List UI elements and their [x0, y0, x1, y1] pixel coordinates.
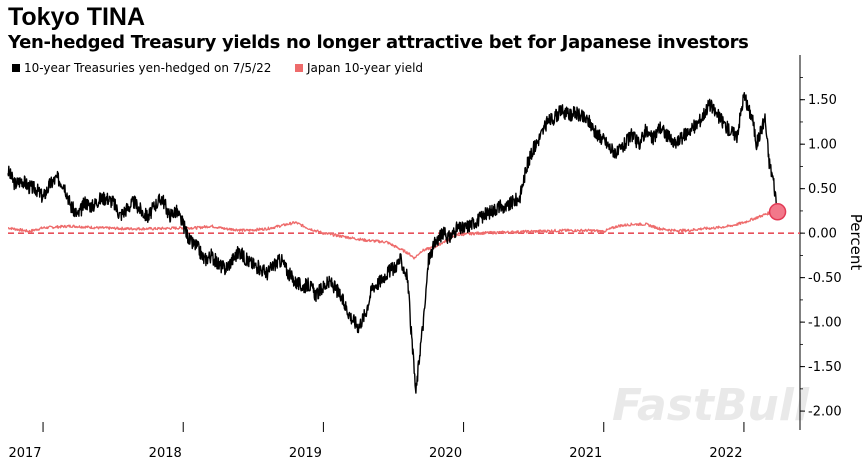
x-tick-label: 2022: [709, 446, 742, 461]
y-tick-label: -1.50: [808, 360, 842, 375]
chart-legend: 10-year Treasuries yen-hedged on 7/5/22 …: [12, 61, 423, 75]
legend-label-treasuries: 10-year Treasuries yen-hedged on 7/5/22: [24, 61, 271, 75]
chart-title: Tokyo TINA: [8, 3, 146, 31]
y-tick-label: 1.50: [808, 93, 837, 108]
x-tick-label: 2018: [149, 446, 182, 461]
watermark-text: FastBull: [612, 380, 810, 431]
legend-swatch-japan-yield: [295, 64, 303, 72]
x-tick-label: 2020: [429, 446, 462, 461]
y-tick-label: 1.00: [808, 138, 837, 153]
x-tick-label: 2019: [289, 446, 322, 461]
y-tick-label: 0.50: [808, 182, 837, 197]
y-tick-label: -1.00: [808, 316, 842, 331]
y-tick-label: 0.00: [808, 227, 837, 242]
series-line-treasuries: [7, 92, 779, 394]
highlight-point-marker: [768, 203, 787, 221]
series-lines: [7, 92, 787, 394]
legend-label-japan-yield: Japan 10-year yield: [306, 61, 423, 75]
y-tick-label: -2.00: [808, 405, 842, 420]
legend-swatch-treasuries: [12, 64, 20, 72]
x-tick-label: 2021: [569, 446, 602, 461]
series-line-japan-yield: [7, 210, 778, 260]
chart-subtitle: Yen-hedged Treasury yields no longer att…: [8, 32, 749, 53]
chart-axes: 1.50 1.00 0.50 0.00 -0.50 -1.00 -1.50 -2.00 2017…: [8, 55, 842, 461]
y-tick-label: -0.50: [808, 271, 842, 286]
x-tick-label: 2017: [8, 446, 41, 461]
y-axis-label: Percent: [847, 214, 865, 271]
